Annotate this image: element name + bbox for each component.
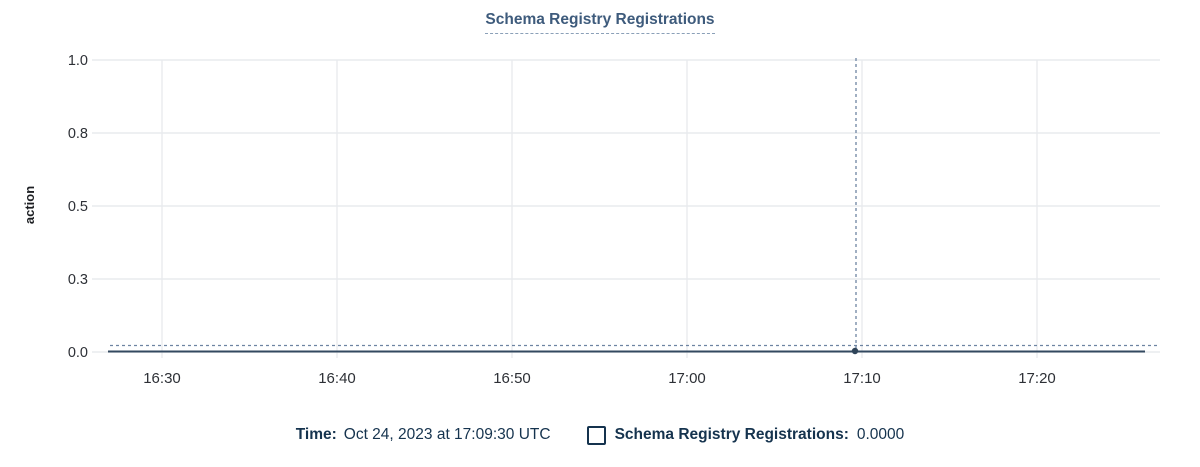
- tooltip-time-label: Time:: [295, 426, 337, 443]
- x-tick-label: 16:30: [143, 370, 181, 387]
- x-tick-label: 17:10: [843, 370, 881, 387]
- y-tick-label: 1.0: [68, 53, 88, 69]
- tooltip-time-value: Oct 24, 2023 at 17:09:30 UTC: [343, 426, 551, 443]
- chart-title[interactable]: Schema Registry Registrations: [485, 11, 715, 34]
- y-axis-title: action: [22, 186, 37, 224]
- legend-series-label[interactable]: Schema Registry Registrations:: [614, 426, 849, 443]
- tooltip-legend-row: Time: Oct 24, 2023 at 17:09:30 UTC Schem…: [0, 422, 1200, 448]
- x-tick-label: 17:00: [668, 370, 706, 387]
- x-tick-label: 16:40: [318, 370, 356, 387]
- y-tick-label: 0.0: [68, 345, 88, 361]
- chart-title-row: Schema Registry Registrations: [0, 11, 1200, 34]
- chart-plot-area[interactable]: 1.0 0.8 0.5 0.3 0.0 16:30 16:40 16:50 17:00 17:10…: [0, 0, 1200, 412]
- legend-series-value: 0.0000: [856, 426, 905, 443]
- y-tick-label: 0.5: [68, 199, 88, 215]
- y-tick-label: 0.3: [68, 272, 88, 288]
- series-checkbox-icon[interactable]: [586, 425, 606, 445]
- hover-point-dot[interactable]: [851, 347, 859, 355]
- y-tick-label: 0.8: [68, 126, 88, 142]
- x-tick-label: 17:20: [1018, 370, 1056, 387]
- x-tick-label: 16:50: [493, 370, 531, 387]
